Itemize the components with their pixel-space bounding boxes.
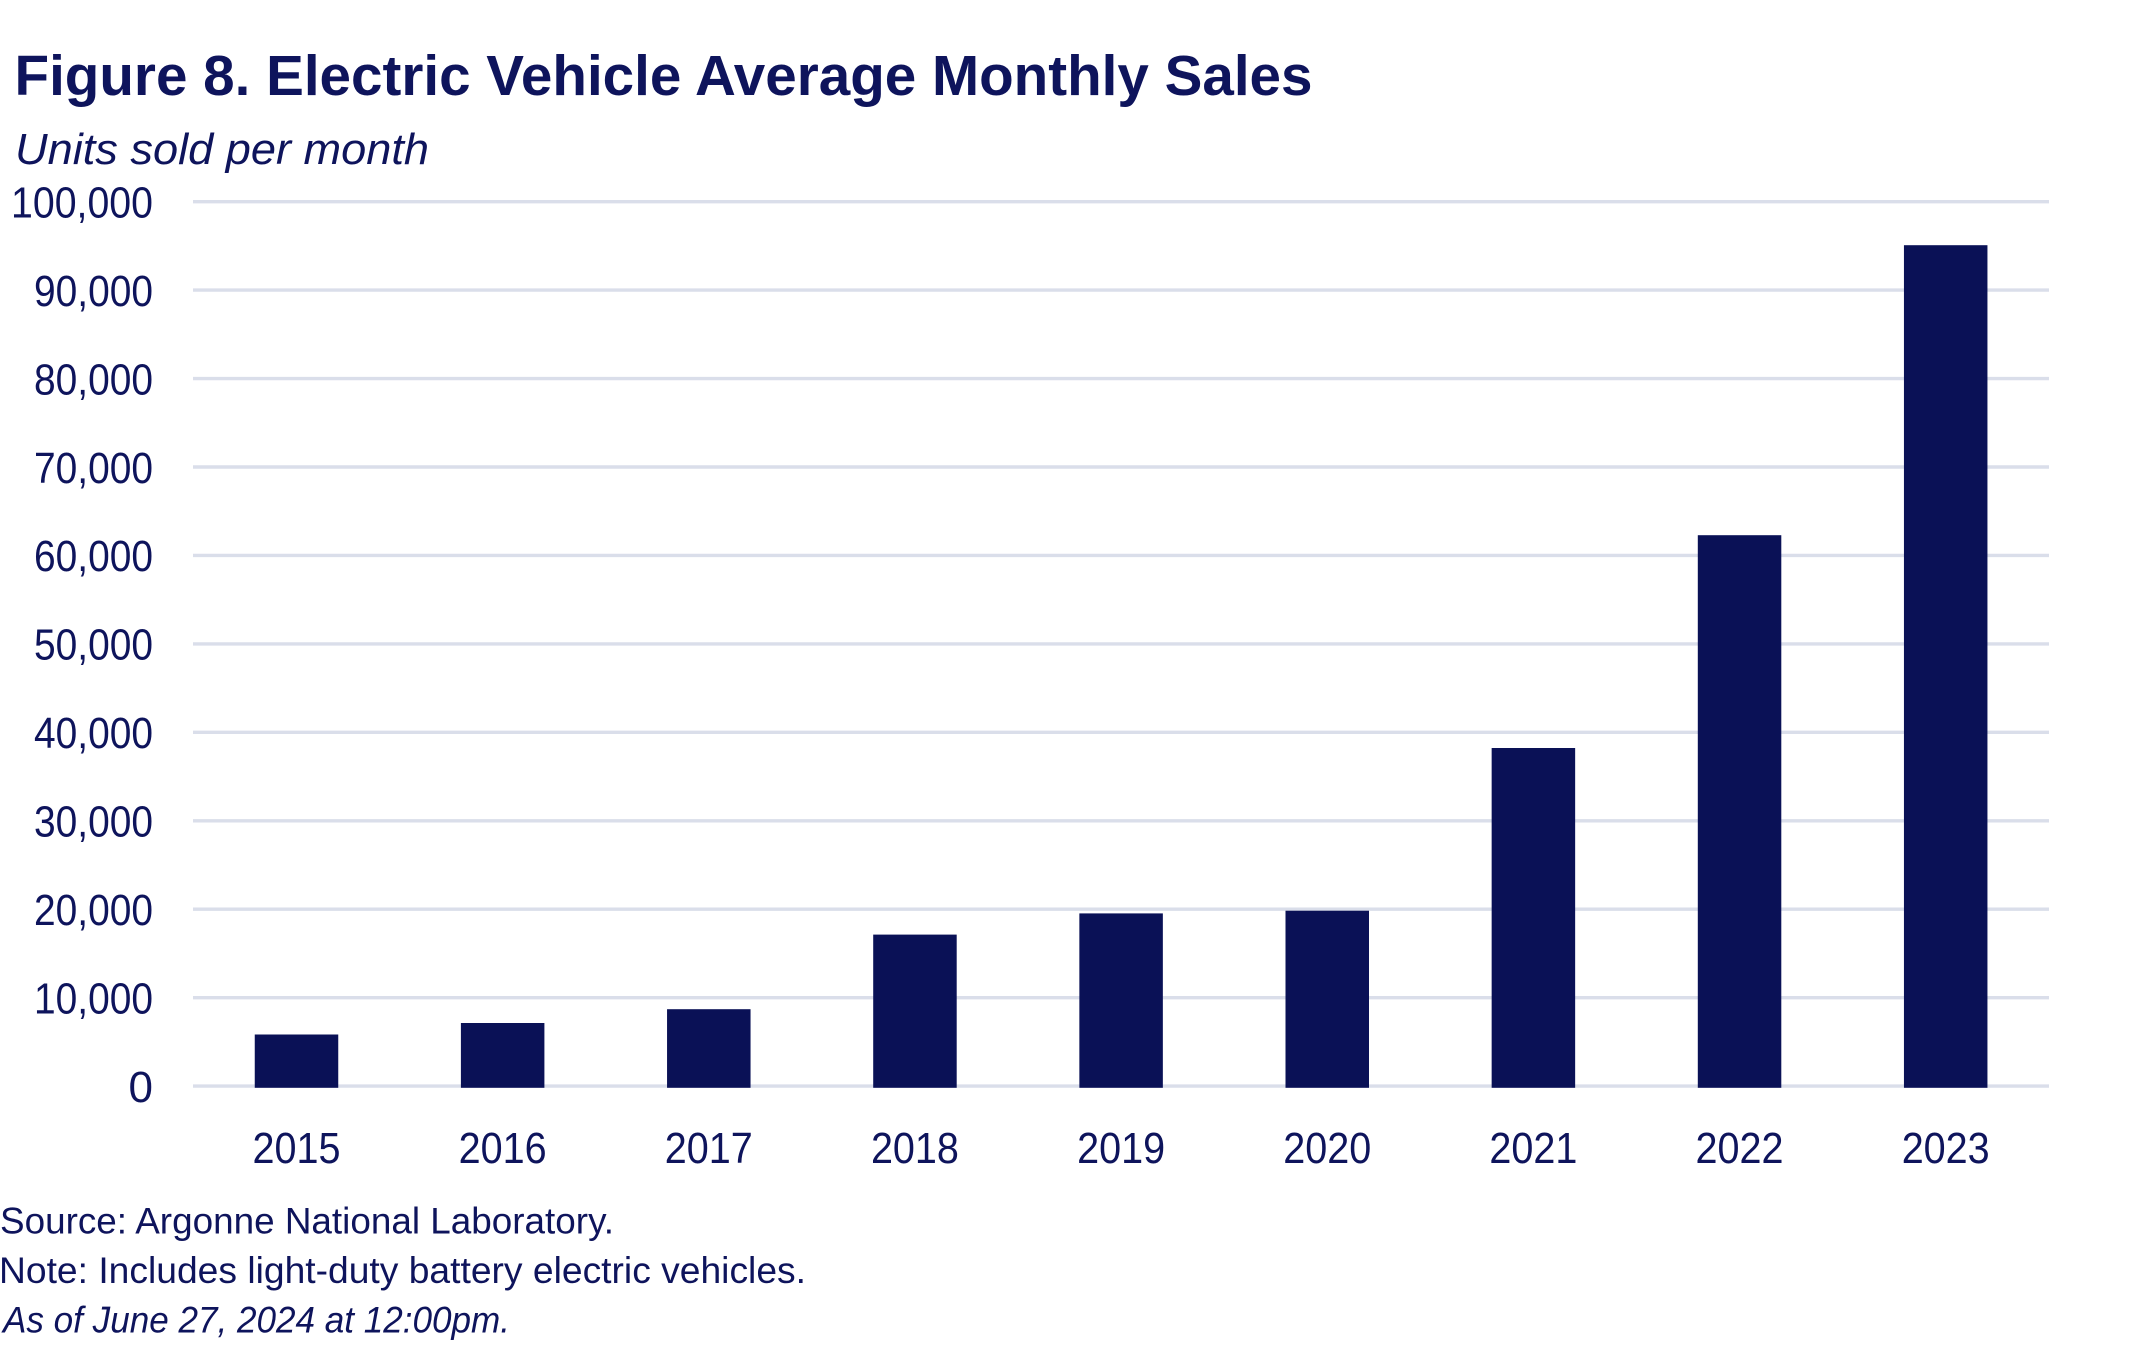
svg-text:2022: 2022	[1696, 1124, 1784, 1173]
svg-text:0: 0	[129, 1063, 153, 1112]
svg-text:70,000: 70,000	[34, 444, 153, 493]
svg-text:Note: Includes light-duty batt: Note: Includes light-duty battery electr…	[0, 1249, 806, 1291]
svg-text:2016: 2016	[459, 1124, 547, 1173]
svg-text:Figure 8. Electric Vehicle Ave: Figure 8. Electric Vehicle Average Month…	[15, 44, 1313, 108]
svg-text:60,000: 60,000	[34, 532, 153, 581]
svg-text:2015: 2015	[253, 1124, 341, 1173]
svg-text:2020: 2020	[1283, 1124, 1371, 1173]
svg-text:2017: 2017	[665, 1124, 753, 1173]
svg-text:Units sold per month: Units sold per month	[15, 125, 429, 174]
svg-text:80,000: 80,000	[34, 355, 153, 404]
svg-text:40,000: 40,000	[34, 709, 153, 758]
svg-text:50,000: 50,000	[34, 621, 153, 670]
svg-text:10,000: 10,000	[34, 975, 153, 1024]
svg-text:30,000: 30,000	[34, 798, 153, 847]
svg-text:2018: 2018	[871, 1124, 959, 1173]
svg-text:100,000: 100,000	[11, 179, 153, 228]
svg-text:As of June 27, 2024 at 12:00pm: As of June 27, 2024 at 12:00pm.	[1, 1299, 510, 1341]
svg-text:Source: Argonne National Labor: Source: Argonne National Laboratory.	[0, 1200, 614, 1242]
svg-text:90,000: 90,000	[34, 267, 153, 316]
svg-text:20,000: 20,000	[34, 886, 153, 935]
svg-text:2023: 2023	[1902, 1124, 1990, 1173]
svg-text:2021: 2021	[1489, 1124, 1577, 1173]
svg-text:2019: 2019	[1077, 1124, 1165, 1173]
